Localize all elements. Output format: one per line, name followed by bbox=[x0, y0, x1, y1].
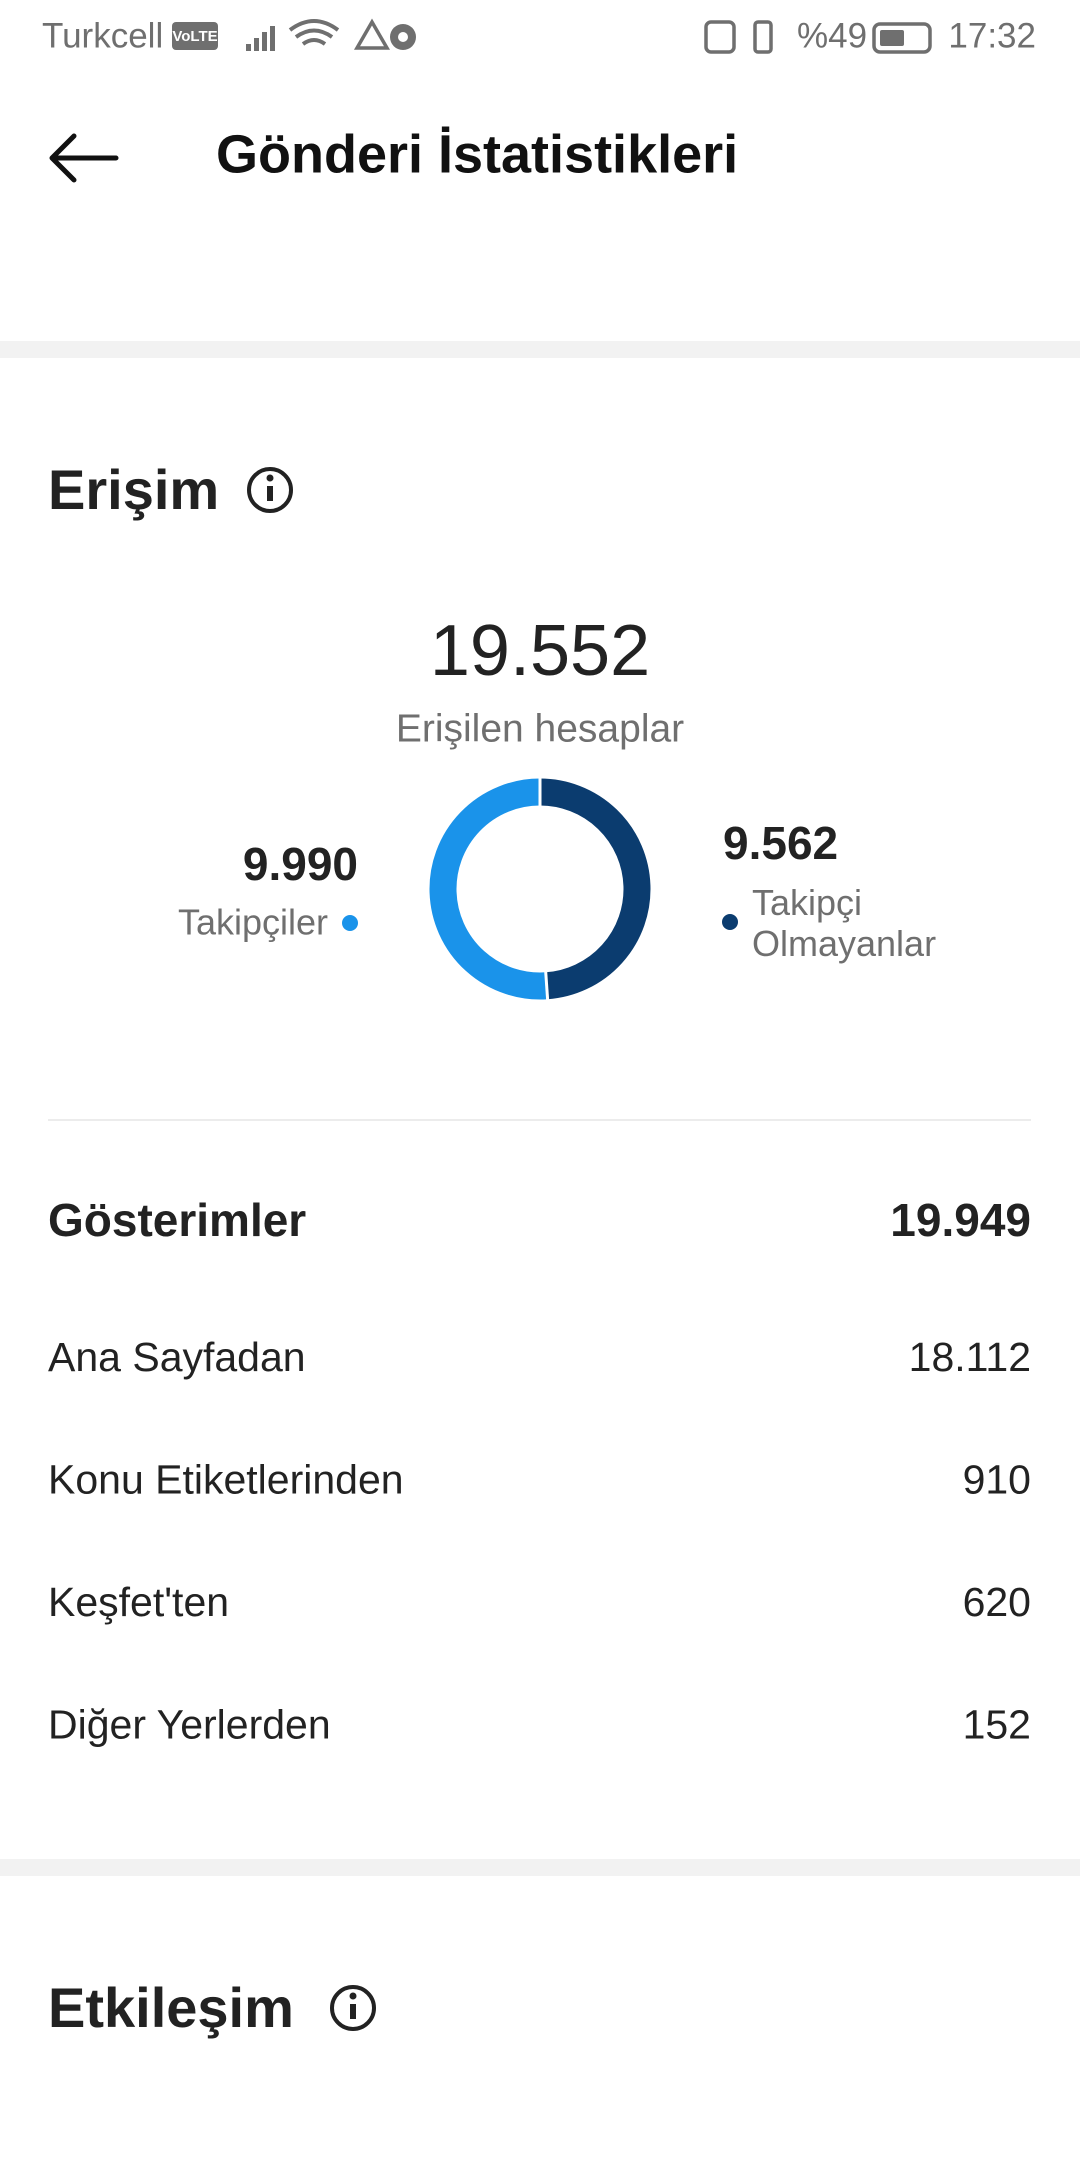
row-value: 152 bbox=[963, 1701, 1031, 1747]
impressions-title: Gösterimler bbox=[48, 1194, 306, 1246]
info-icon[interactable] bbox=[330, 1985, 376, 2031]
legend-dot bbox=[722, 914, 738, 930]
followers-value: 9.990 bbox=[243, 838, 358, 890]
followers-label: Takipçiler bbox=[178, 902, 328, 943]
nfc-icon bbox=[704, 20, 736, 54]
row-value: 620 bbox=[963, 1579, 1031, 1625]
donut-chart bbox=[429, 778, 651, 1000]
info-circle[interactable] bbox=[247, 467, 293, 513]
warning-icon bbox=[353, 18, 391, 50]
volte-text: VoLTE bbox=[172, 28, 217, 45]
section-separator bbox=[0, 1859, 1080, 1876]
row-label: Keşfet'ten bbox=[48, 1579, 229, 1625]
battery-percent: %49 bbox=[797, 16, 867, 55]
reach-total: 19.552 bbox=[430, 611, 650, 691]
chrome-icon-center bbox=[398, 32, 408, 42]
donut-slice bbox=[539, 778, 651, 1000]
engagement-title: Etkileşim bbox=[48, 1976, 294, 2039]
slice-gap bbox=[544, 971, 550, 1000]
volte-badge bbox=[172, 22, 218, 50]
donut-slice bbox=[429, 778, 548, 1000]
reach-title: Erişim bbox=[48, 458, 219, 521]
back-button[interactable] bbox=[49, 133, 119, 183]
wifi-icon bbox=[288, 19, 340, 46]
legend-dot bbox=[342, 915, 358, 931]
row-label: Diğer Yerlerden bbox=[48, 1701, 331, 1747]
non-followers-value: 9.562 bbox=[723, 817, 838, 869]
battery-level bbox=[880, 30, 904, 46]
row-value: 910 bbox=[963, 1456, 1031, 1502]
row-label: Ana Sayfadan bbox=[48, 1334, 306, 1380]
info-dot[interactable] bbox=[266, 474, 274, 482]
carrier: Turkcell bbox=[42, 16, 163, 55]
impressions-rows: Ana Sayfadan 18.112 Konu Etiketlerinden 910… bbox=[48, 1334, 1031, 1748]
info-stem[interactable] bbox=[267, 486, 273, 501]
time: 17:32 bbox=[948, 16, 1036, 55]
vibrate-icon bbox=[753, 20, 773, 54]
page-title: Gönderi İstatistikleri bbox=[216, 124, 738, 184]
info-dot[interactable] bbox=[349, 1992, 357, 2000]
battery-icon bbox=[872, 22, 932, 54]
impressions-total: 19.949 bbox=[890, 1194, 1031, 1246]
info-stem[interactable] bbox=[350, 2004, 356, 2019]
signal-icon bbox=[246, 26, 275, 51]
reach-caption: Erişilen hesaplar bbox=[396, 707, 684, 750]
section-separator bbox=[0, 341, 1080, 358]
row-value: 18.112 bbox=[909, 1334, 1031, 1380]
info-icon[interactable] bbox=[247, 467, 293, 513]
row-label: Konu Etiketlerinden bbox=[48, 1456, 404, 1502]
non-followers-label: Takipçi Olmayanlar bbox=[752, 882, 936, 964]
info-circle[interactable] bbox=[330, 1985, 376, 2031]
